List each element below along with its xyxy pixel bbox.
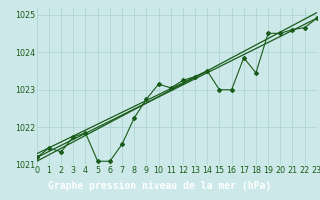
Text: Graphe pression niveau de la mer (hPa): Graphe pression niveau de la mer (hPa) [48, 181, 272, 191]
